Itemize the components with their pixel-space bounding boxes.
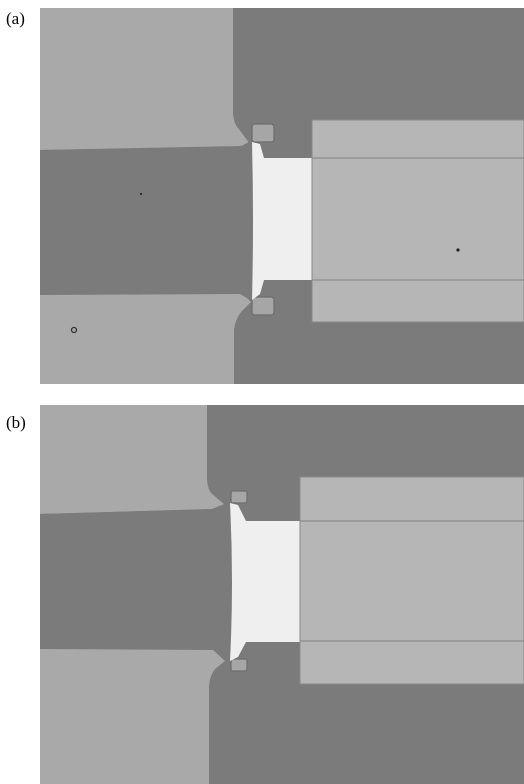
micrograph-b-top-left-pad [40, 405, 224, 514]
micrograph-a [40, 8, 524, 384]
micrograph-b-pad-tab-bottom [230, 658, 248, 672]
micrograph-b-left-electrode [40, 503, 230, 660]
panel-a-label: (a) [6, 9, 25, 28]
micrograph-a-pad-tab-top [251, 123, 275, 143]
micrograph-a-left-electrode [40, 140, 252, 301]
micrograph-a-speck-3 [70, 326, 78, 334]
micrograph-a-right-electrode [311, 119, 524, 323]
panel-b-label: (b) [6, 413, 26, 432]
micrograph-b-pad-tab-top [230, 490, 248, 504]
micrograph-b-bottom-left-pad [40, 649, 225, 784]
micrograph-a-bottom-left-pad [40, 291, 251, 384]
micrograph-a-speck-1 [139, 192, 143, 196]
micrograph-b [40, 405, 524, 784]
micrograph-a-speck-2 [456, 248, 460, 252]
micrograph-b-right-electrode [299, 476, 524, 685]
micrograph-b-junction [230, 503, 301, 661]
micrograph-a-junction [252, 142, 313, 300]
micrograph-a-pad-tab-bottom [251, 296, 275, 316]
micrograph-a-top-left-pad [40, 8, 250, 150]
